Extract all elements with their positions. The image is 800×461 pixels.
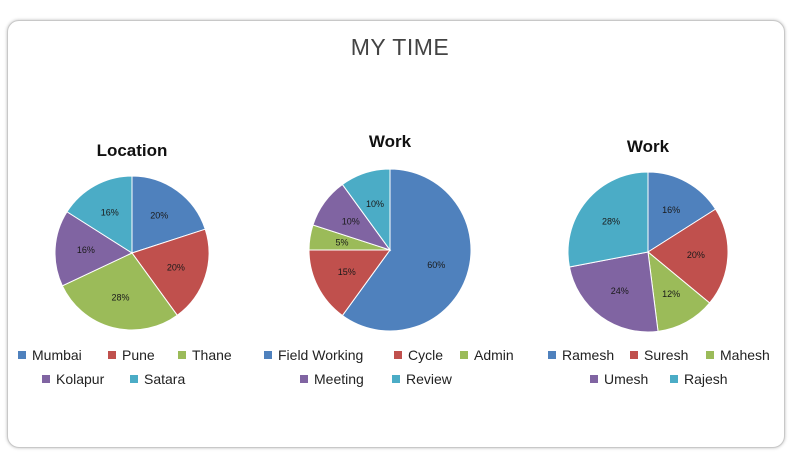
legend-swatch <box>300 375 308 383</box>
legend-swatch <box>460 351 468 359</box>
legend-swatch <box>394 351 402 359</box>
legend-row: Mumbai Pune Thane <box>2 345 262 369</box>
pie-svg: 20% 20% 28% 16% 16% <box>54 175 210 331</box>
data-label-satara: 16% <box>101 208 119 218</box>
legend-item-suresh: Suresh <box>630 345 688 365</box>
legend-item-mumbai: Mumbai <box>18 345 82 365</box>
legend-swatch <box>178 351 186 359</box>
data-label-mahesh: 12% <box>662 289 680 299</box>
legend-label: Ramesh <box>562 347 615 363</box>
legend-label: Satara <box>144 371 186 387</box>
work-pie-chart: Work 60% 15% 5% 10% 10% Field Working Cycle Ad… <box>260 0 520 461</box>
legend-item-meeting: Meeting <box>300 369 364 389</box>
pie-slice-field-working <box>341 168 472 332</box>
legend-label: Mahesh <box>720 347 770 363</box>
data-label-admin: 5% <box>335 237 348 247</box>
pie-svg: 60% 15% 5% 10% 10% <box>308 168 472 332</box>
legend-label: Suresh <box>644 347 689 363</box>
legend-label: Mumbai <box>32 347 82 363</box>
legend-item-ramesh: Ramesh <box>548 345 614 365</box>
pie-slice-rajesh <box>567 171 649 268</box>
pie-slice-thane <box>61 252 178 331</box>
legend-swatch <box>108 351 116 359</box>
legend-label: Thane <box>192 347 232 363</box>
pie-slice-mahesh <box>647 250 711 332</box>
pie-svg: 16% 20% 12% 24% 28% <box>567 171 729 333</box>
legend-label: Field Working <box>278 347 364 363</box>
legend-item-field-working: Field Working <box>264 345 363 365</box>
pie-slice-ramesh <box>647 171 717 253</box>
legend-label: Admin <box>474 347 514 363</box>
data-label-field-working: 60% <box>427 260 445 270</box>
legend-swatch <box>548 351 556 359</box>
legend-swatch <box>264 351 272 359</box>
legend-item-review: Review <box>392 369 452 389</box>
legend-swatch <box>670 375 678 383</box>
data-label-umesh: 24% <box>611 286 629 296</box>
data-label-cycle: 15% <box>338 267 356 277</box>
legend-label: Kolapur <box>56 371 105 387</box>
legend-item-mahesh: Mahesh <box>706 345 770 365</box>
chart-title: Work <box>626 137 670 156</box>
pie-slice-suresh <box>647 208 729 304</box>
location-pie-chart: Location 20% 20% 28% 16% 16% Mumbai Pune Thane… <box>2 0 262 461</box>
data-label-pune: 20% <box>167 262 185 272</box>
page-title: MY TIME <box>350 34 450 60</box>
pie-slice-kolapur <box>54 211 134 287</box>
legend-label: Cycle <box>408 347 444 363</box>
pie-slice-satara <box>66 175 133 254</box>
data-label-mumbai: 20% <box>150 211 168 221</box>
legend-row: Ramesh Suresh Mahesh <box>518 345 778 369</box>
legend-label: Pune <box>122 347 155 363</box>
legend-swatch <box>18 351 26 359</box>
legend-row: Meeting Review <box>260 369 520 393</box>
data-label-meeting: 10% <box>342 216 360 226</box>
data-label-suresh: 20% <box>687 250 705 260</box>
legend-item-satara: Satara <box>130 369 185 389</box>
data-label-kolapur: 16% <box>77 245 95 255</box>
legend-row: Field Working Cycle Admin <box>260 345 520 369</box>
data-label-rajesh: 28% <box>602 216 620 226</box>
legend-item-kolapur: Kolapur <box>42 369 104 389</box>
legend-row: Umesh Rajesh <box>518 369 778 393</box>
legend-swatch <box>42 375 50 383</box>
legend-label: Umesh <box>604 371 649 387</box>
legend-item-pune: Pune <box>108 345 155 365</box>
chart-legend: Ramesh Suresh Mahesh Umesh Rajesh <box>518 345 778 393</box>
pie-slice-review <box>341 168 391 252</box>
legend-swatch <box>392 375 400 383</box>
legend-item-umesh: Umesh <box>590 369 648 389</box>
pie-slice-cycle <box>308 249 391 317</box>
legend-row: Kolapur Satara <box>2 369 262 393</box>
pie-slice-mumbai <box>131 175 206 254</box>
pie-slice-umesh <box>568 251 659 333</box>
work-people-pie-chart: Work 16% 20% 12% 24% 28% Ramesh Suresh Mahesh U… <box>518 0 778 461</box>
chart-legend: Mumbai Pune Thane Kolapur Satara <box>2 345 262 393</box>
legend-item-rajesh: Rajesh <box>670 369 728 389</box>
legend-label: Meeting <box>314 371 364 387</box>
legend-item-cycle: Cycle <box>394 345 443 365</box>
pie-slice-pune <box>131 228 210 316</box>
legend-swatch <box>130 375 138 383</box>
legend-item-thane: Thane <box>178 345 232 365</box>
legend-item-admin: Admin <box>460 345 514 365</box>
legend-swatch <box>590 375 598 383</box>
data-label-ramesh: 16% <box>662 205 680 215</box>
data-label-review: 10% <box>366 199 384 209</box>
chart-title: Work <box>368 132 412 151</box>
chart-legend: Field Working Cycle Admin Meeting Review <box>260 345 520 393</box>
data-label-thane: 28% <box>111 293 129 303</box>
legend-label: Review <box>406 371 452 387</box>
legend-label: Rajesh <box>684 371 728 387</box>
chart-title: Location <box>96 141 168 160</box>
legend-swatch <box>706 351 714 359</box>
legend-swatch <box>630 351 638 359</box>
